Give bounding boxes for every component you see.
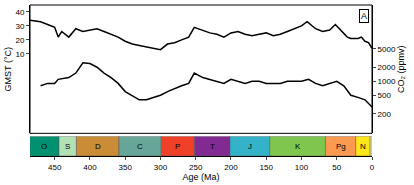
svg-text:Pg: Pg	[336, 142, 346, 151]
svg-text:0: 0	[370, 163, 375, 172]
svg-text:O: O	[41, 142, 47, 151]
svg-text:300: 300	[154, 163, 168, 172]
svg-text:450: 450	[48, 163, 62, 172]
svg-text:40: 40	[15, 8, 24, 17]
svg-text:50: 50	[332, 163, 341, 172]
svg-text:C: C	[137, 142, 143, 151]
svg-text:P: P	[175, 142, 180, 151]
svg-text:150: 150	[260, 163, 274, 172]
svg-text:100: 100	[295, 163, 309, 172]
svg-text:200: 200	[378, 110, 392, 119]
svg-text:Age (Ma): Age (Ma)	[182, 172, 219, 182]
svg-text:350: 350	[119, 163, 133, 172]
svg-text:400: 400	[83, 163, 97, 172]
svg-text:10: 10	[15, 50, 24, 59]
svg-text:200: 200	[224, 163, 238, 172]
svg-text:N: N	[360, 142, 366, 151]
svg-text:D: D	[95, 142, 101, 151]
svg-text:S: S	[65, 142, 70, 151]
svg-text:A: A	[361, 11, 367, 21]
svg-text:GMST (°C): GMST (°C)	[3, 47, 13, 91]
svg-text:T: T	[210, 142, 215, 151]
svg-text:J: J	[248, 142, 252, 151]
svg-text:30: 30	[15, 22, 24, 31]
svg-text:1000: 1000	[378, 77, 396, 86]
svg-text:500: 500	[378, 91, 392, 100]
svg-text:K: K	[295, 142, 301, 151]
svg-text:CO₂ (ppmv): CO₂ (ppmv)	[396, 45, 406, 93]
svg-text:2000: 2000	[378, 63, 396, 72]
svg-text:5000: 5000	[378, 45, 396, 54]
svg-text:250: 250	[189, 163, 203, 172]
svg-text:20: 20	[15, 36, 24, 45]
